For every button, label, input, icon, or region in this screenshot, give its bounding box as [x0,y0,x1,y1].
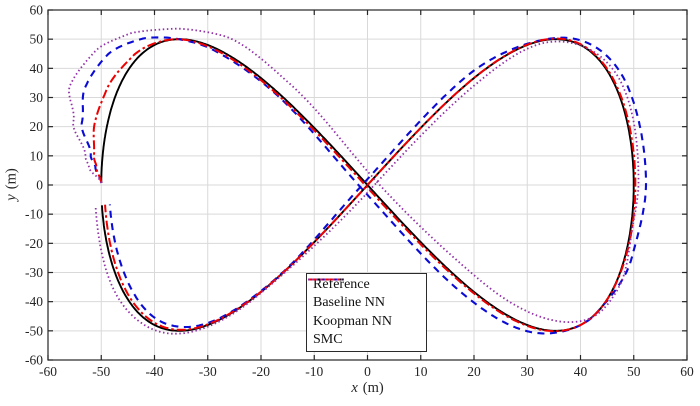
svg-text:30: 30 [521,364,535,379]
svg-text:30: 30 [30,90,44,105]
legend-label: Baseline NN [313,295,385,311]
svg-text:-10: -10 [305,364,323,379]
svg-text:20: 20 [30,119,44,134]
svg-text:-40: -40 [146,364,164,379]
legend-label: Reference [313,277,370,293]
svg-text:20: 20 [467,364,481,379]
legend-entry-baseline-nn: Baseline NN [308,278,426,312]
svg-text:10: 10 [414,364,428,379]
svg-text:10: 10 [30,148,44,163]
x-axis-label: x (m) [48,380,687,397]
svg-text:60: 60 [680,364,694,379]
svg-text:-30: -30 [199,364,217,379]
svg-text:-40: -40 [25,294,43,309]
x-axis-variable: x [351,380,358,396]
svg-text:-20: -20 [252,364,270,379]
svg-text:-50: -50 [25,323,43,338]
svg-text:-20: -20 [25,236,43,251]
svg-text:50: 50 [627,364,641,379]
legend-entry-smc: SMC [308,278,426,348]
svg-text:40: 40 [574,364,588,379]
svg-text:40: 40 [30,61,44,76]
legend-label: SMC [313,331,343,347]
svg-text:-30: -30 [25,265,43,280]
svg-text:-60: -60 [39,364,57,379]
smc-line-sample-icon [308,278,344,281]
svg-text:-10: -10 [25,207,43,222]
legend: Reference Baseline NN Koopman NN SMC [306,273,427,352]
svg-text:50: 50 [30,32,44,47]
legend-label: Koopman NN [313,313,392,329]
legend-entry-koopman-nn: Koopman NN [308,278,426,330]
svg-text:0: 0 [36,178,43,193]
svg-text:-60: -60 [25,353,43,368]
svg-text:0: 0 [364,364,371,379]
y-axis-unit: (m) [3,168,20,190]
y-axis-variable: y [3,194,20,201]
y-axis-label: y (m) [4,150,21,220]
svg-text:-50: -50 [92,364,110,379]
svg-text:60: 60 [30,3,44,18]
x-axis-unit: (m) [362,380,384,396]
